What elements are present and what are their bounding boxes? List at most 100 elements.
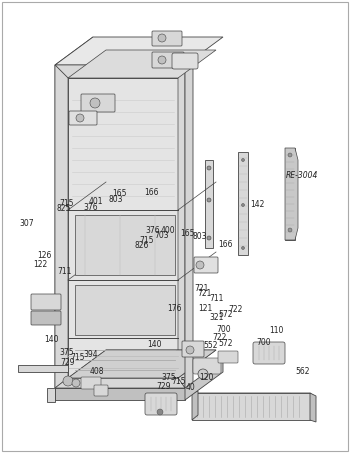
Text: 408: 408 [90, 367, 105, 376]
Text: 375: 375 [60, 348, 75, 357]
Text: 121: 121 [198, 304, 212, 313]
FancyBboxPatch shape [145, 393, 177, 415]
FancyBboxPatch shape [253, 342, 285, 364]
FancyBboxPatch shape [182, 341, 204, 357]
Circle shape [157, 409, 163, 415]
Polygon shape [285, 148, 298, 240]
Circle shape [186, 346, 194, 354]
Circle shape [207, 198, 211, 202]
Polygon shape [68, 350, 216, 378]
Circle shape [207, 166, 211, 170]
Polygon shape [55, 388, 185, 400]
FancyBboxPatch shape [81, 94, 115, 112]
FancyBboxPatch shape [152, 52, 184, 68]
Polygon shape [68, 350, 216, 378]
FancyBboxPatch shape [194, 257, 218, 273]
Polygon shape [55, 65, 185, 78]
FancyBboxPatch shape [94, 385, 108, 396]
Polygon shape [185, 65, 193, 392]
Circle shape [90, 98, 100, 108]
Polygon shape [68, 50, 216, 78]
Text: 552: 552 [203, 341, 218, 350]
Text: 394: 394 [84, 350, 98, 359]
Text: 703: 703 [155, 231, 169, 240]
Polygon shape [285, 148, 295, 240]
Text: 715: 715 [140, 236, 154, 245]
Text: 140: 140 [147, 340, 162, 349]
Text: RE-3004: RE-3004 [286, 171, 318, 180]
Polygon shape [55, 37, 223, 65]
Text: 700: 700 [216, 325, 231, 334]
Text: 40: 40 [186, 383, 196, 392]
FancyBboxPatch shape [69, 111, 97, 125]
Polygon shape [47, 388, 55, 402]
FancyBboxPatch shape [218, 351, 238, 363]
Text: 700: 700 [256, 338, 271, 347]
Text: 176: 176 [167, 304, 182, 313]
Text: 826: 826 [135, 241, 149, 251]
Polygon shape [192, 391, 198, 420]
FancyBboxPatch shape [31, 311, 61, 325]
Text: 825: 825 [57, 204, 71, 213]
Polygon shape [310, 393, 316, 422]
Text: 165: 165 [112, 189, 126, 198]
Circle shape [198, 369, 208, 379]
FancyBboxPatch shape [172, 53, 198, 69]
Circle shape [241, 203, 245, 207]
Text: 166: 166 [218, 240, 233, 249]
Polygon shape [18, 365, 68, 372]
Text: 126: 126 [37, 251, 51, 260]
Circle shape [63, 376, 73, 386]
Text: 721: 721 [195, 284, 209, 293]
Circle shape [288, 228, 292, 232]
Text: 120: 120 [199, 373, 214, 382]
Text: 722: 722 [212, 333, 227, 342]
Circle shape [76, 114, 84, 122]
Circle shape [241, 159, 245, 162]
Circle shape [288, 153, 292, 157]
Text: 307: 307 [19, 219, 34, 228]
Text: 122: 122 [33, 260, 47, 269]
FancyBboxPatch shape [152, 31, 182, 46]
Text: 711: 711 [57, 267, 71, 276]
Polygon shape [75, 285, 175, 335]
Text: 715: 715 [172, 377, 186, 386]
Text: 729: 729 [60, 358, 75, 367]
Text: 401: 401 [88, 197, 103, 206]
Circle shape [72, 379, 80, 387]
Text: 375: 375 [162, 373, 176, 382]
Circle shape [241, 246, 245, 250]
Text: 110: 110 [269, 326, 284, 335]
Text: 376: 376 [84, 202, 98, 212]
Text: 376: 376 [145, 226, 160, 235]
Text: 400: 400 [160, 226, 175, 235]
Polygon shape [55, 37, 93, 388]
Text: 572: 572 [218, 339, 233, 348]
Polygon shape [55, 65, 185, 388]
Polygon shape [68, 78, 178, 378]
FancyBboxPatch shape [81, 377, 101, 389]
Circle shape [158, 56, 166, 64]
Circle shape [196, 261, 204, 269]
Polygon shape [55, 65, 68, 388]
FancyBboxPatch shape [31, 294, 61, 310]
Text: 140: 140 [44, 335, 59, 344]
Polygon shape [75, 215, 175, 275]
Text: 729: 729 [156, 382, 171, 391]
Text: 572: 572 [218, 310, 233, 319]
Text: 321: 321 [209, 313, 224, 322]
Text: 715: 715 [70, 353, 85, 362]
Text: 142: 142 [250, 200, 265, 209]
Text: 803: 803 [193, 232, 208, 241]
Polygon shape [205, 160, 213, 248]
Text: 721: 721 [197, 289, 212, 298]
Text: 722: 722 [228, 305, 243, 314]
Text: 711: 711 [210, 294, 224, 303]
Text: 562: 562 [295, 367, 310, 376]
Text: 165: 165 [181, 229, 195, 238]
Polygon shape [185, 360, 223, 400]
Polygon shape [178, 65, 185, 388]
FancyBboxPatch shape [193, 358, 221, 374]
Text: 166: 166 [145, 188, 159, 197]
Polygon shape [192, 393, 316, 398]
